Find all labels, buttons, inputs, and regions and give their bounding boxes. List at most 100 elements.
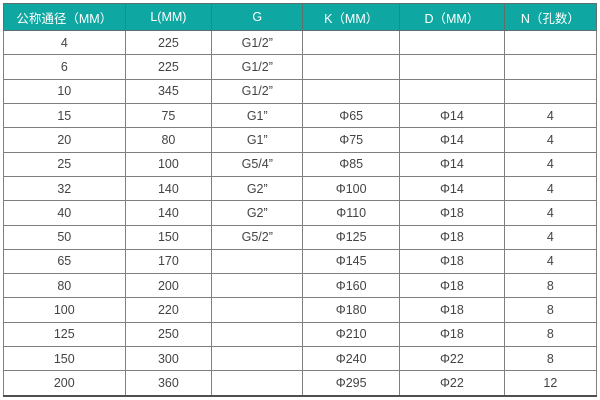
table-cell: 6 (3, 54, 126, 80)
table-cell: Φ85 (302, 151, 401, 177)
table-cell: Φ14 (399, 175, 505, 202)
table-cell: 80 (124, 127, 213, 153)
table-cell (211, 370, 304, 397)
table-row: 32 140 G2” Φ100 Φ14 4 (3, 175, 598, 202)
table-cell: 65 (3, 248, 126, 275)
table-cell: Φ22 (399, 346, 505, 372)
table-cell (211, 321, 304, 348)
table-cell (399, 54, 505, 80)
table-cell: 4 (503, 175, 598, 202)
table-cell: Φ18 (399, 273, 505, 299)
table-cell: G2” (211, 200, 304, 226)
table-cell: Φ18 (399, 224, 505, 250)
table-cell: 4 (503, 200, 598, 226)
table-row: 20 80 G1” Φ75 Φ14 4 (3, 127, 598, 153)
table-cell (399, 29, 505, 56)
table-cell: 50 (3, 224, 126, 250)
table-cell (211, 297, 304, 323)
table-cell: 100 (124, 151, 213, 177)
column-header: K（MM） (302, 3, 401, 31)
table-cell: 150 (3, 346, 126, 372)
column-header: L(MM) (124, 3, 213, 31)
table-cell: 80 (3, 273, 126, 299)
table-cell (302, 29, 401, 56)
column-header: 公称通径（MM） (3, 3, 126, 31)
table-cell: 8 (503, 273, 598, 299)
table-cell: 225 (124, 29, 213, 56)
table-row: 65 170 Φ145 Φ18 4 (3, 248, 598, 275)
table-cell: 125 (3, 321, 126, 348)
table-cell: G1/2” (211, 78, 304, 104)
table-row: 40 140 G2” Φ110 Φ18 4 (3, 200, 598, 226)
table-cell: Φ14 (399, 151, 505, 177)
table-cell (503, 29, 598, 56)
table-cell: Φ110 (302, 200, 401, 226)
table-cell: Φ145 (302, 248, 401, 275)
table-cell: 40 (3, 200, 126, 226)
table-cell: Φ18 (399, 200, 505, 226)
table-cell: 225 (124, 54, 213, 80)
table-cell: 250 (124, 321, 213, 348)
table-cell: 4 (3, 29, 126, 56)
table-cell (211, 248, 304, 275)
table-row: 80 200 Φ160 Φ18 8 (3, 273, 598, 299)
table-cell: Φ18 (399, 321, 505, 348)
dimension-spec-table: 公称通径（MM） L(MM) G K（MM） D（MM） N（孔数） 4 225 G1/2” 6… (3, 3, 598, 397)
table-cell: 25 (3, 151, 126, 177)
table-cell: G1/2” (211, 29, 304, 56)
header-row: 公称通径（MM） L(MM) G K（MM） D（MM） N（孔数） (3, 3, 598, 31)
table-cell: 4 (503, 224, 598, 250)
column-header: G (211, 3, 304, 31)
table-cell: Φ180 (302, 297, 401, 323)
table-cell: Φ65 (302, 102, 401, 129)
table-cell: 15 (3, 102, 126, 129)
table-cell: 20 (3, 127, 126, 153)
table-cell: 345 (124, 78, 213, 104)
table-row: 125 250 Φ210 Φ18 8 (3, 321, 598, 348)
table-cell: 150 (124, 224, 213, 250)
table-cell: Φ18 (399, 297, 505, 323)
table-cell: 100 (3, 297, 126, 323)
table-cell: 4 (503, 248, 598, 275)
table-cell (211, 273, 304, 299)
table-cell (302, 78, 401, 104)
table-row: 100 220 Φ180 Φ18 8 (3, 297, 598, 323)
table-cell: Φ125 (302, 224, 401, 250)
table-cell (503, 78, 598, 104)
table-cell: Φ210 (302, 321, 401, 348)
table-row: 200 360 Φ295 Φ22 12 (3, 370, 598, 397)
table-cell: Φ14 (399, 127, 505, 153)
table-cell: 4 (503, 127, 598, 153)
table-cell: G5/2” (211, 224, 304, 250)
table-cell: 200 (3, 370, 126, 397)
table-cell: 200 (124, 273, 213, 299)
table-cell: 8 (503, 346, 598, 372)
table-cell: 4 (503, 151, 598, 177)
table-cell: Φ14 (399, 102, 505, 129)
table-cell: 140 (124, 200, 213, 226)
table-cell: 10 (3, 78, 126, 104)
table-cell: 75 (124, 102, 213, 129)
table-cell: 140 (124, 175, 213, 202)
table-cell: Φ295 (302, 370, 401, 397)
table-cell: 8 (503, 297, 598, 323)
table-cell: G2” (211, 175, 304, 202)
table-cell: G1/2” (211, 54, 304, 80)
table-row: 25 100 G5/4” Φ85 Φ14 4 (3, 151, 598, 177)
table-cell: 170 (124, 248, 213, 275)
table-cell: Φ100 (302, 175, 401, 202)
column-header: D（MM） (399, 3, 505, 31)
table-cell: 32 (3, 175, 126, 202)
table-cell (399, 78, 505, 104)
table-cell (211, 346, 304, 372)
table-row: 50 150 G5/2” Φ125 Φ18 4 (3, 224, 598, 250)
table-row: 4 225 G1/2” (3, 29, 598, 56)
table-row: 6 225 G1/2” (3, 54, 598, 80)
table-row: 15 75 G1” Φ65 Φ14 4 (3, 102, 598, 129)
table-cell: Φ18 (399, 248, 505, 275)
column-header: N（孔数） (503, 3, 598, 31)
table-cell: G5/4” (211, 151, 304, 177)
table-row: 10 345 G1/2” (3, 78, 598, 104)
table-cell: Φ22 (399, 370, 505, 397)
